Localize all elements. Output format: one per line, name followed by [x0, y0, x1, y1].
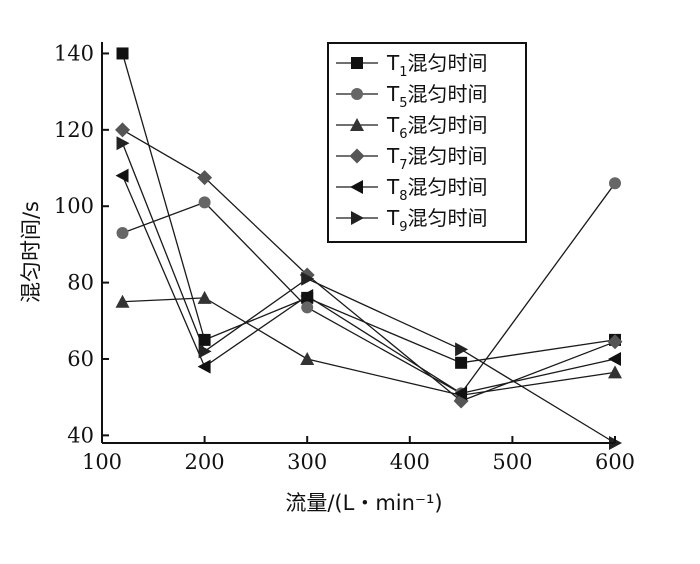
y-axis-title: 混匀时间/s — [19, 201, 43, 303]
data-point-t7 — [115, 122, 131, 138]
x-tick-label: 400 — [390, 450, 430, 474]
tick-labels: 40 60 80 100 120 140 100 200 300 400 500 600 — [54, 41, 635, 474]
legend-label-subscript: 6 — [399, 127, 407, 142]
legend-marker-t6 — [350, 118, 364, 131]
data-point-t7 — [607, 334, 623, 350]
data-point-t8 — [608, 351, 621, 366]
legend-label-t1: T1混匀时间 — [386, 51, 488, 80]
legend-label-suffix: 混匀时间 — [408, 206, 488, 230]
data-point-t6 — [115, 294, 130, 308]
data-point-t1 — [116, 47, 129, 60]
legend-marker-t5 — [351, 88, 363, 100]
legend-marker-t7 — [349, 148, 365, 164]
legend-label-subscript: 8 — [399, 189, 407, 204]
y-tick-label: 140 — [54, 41, 94, 65]
legend-label-suffix: 混匀时间 — [408, 82, 488, 106]
x-tick-label: 600 — [595, 450, 635, 474]
y-tick-label: 100 — [54, 194, 94, 218]
data-point-t5 — [116, 226, 129, 239]
data-point-t8 — [454, 386, 468, 401]
data-point-t5 — [301, 301, 314, 314]
legend-label-suffix: 混匀时间 — [408, 113, 488, 137]
legend-label-base: T — [386, 113, 400, 137]
legend-label-suffix: 混匀时间 — [408, 144, 488, 168]
data-point-t7 — [197, 170, 213, 186]
legend-label-base: T — [386, 82, 400, 106]
data-point-t1 — [198, 333, 211, 346]
legend-label-t9: T9混匀时间 — [386, 206, 488, 235]
data-point-t8 — [197, 359, 211, 374]
x-tick-label: 500 — [492, 450, 532, 474]
legend-label-base: T — [386, 175, 400, 199]
legend-label-base: T — [386, 206, 400, 230]
data-point-t9 — [198, 344, 212, 359]
legend-label-suffix: 混匀时间 — [408, 51, 488, 75]
axes — [101, 42, 616, 444]
data-point-t8 — [115, 168, 129, 183]
legend-label-subscript: 7 — [399, 158, 407, 173]
x-axis-title: 流量/(L・min⁻¹) — [285, 491, 442, 515]
legend-label-subscript: 5 — [399, 96, 407, 111]
data-point-t9 — [455, 342, 469, 357]
data-point-t5 — [609, 177, 621, 190]
series-markers — [115, 47, 623, 450]
data-point-t8 — [300, 288, 314, 303]
x-tick-label: 300 — [287, 450, 327, 474]
y-tick-label: 60 — [67, 347, 94, 371]
data-point-t6 — [197, 290, 212, 304]
legend-label-t7: T7混匀时间 — [386, 144, 488, 173]
y-tick-label: 120 — [54, 118, 94, 142]
legend-marker-t8 — [350, 180, 363, 194]
data-point-t9 — [116, 136, 130, 151]
data-point-t6 — [608, 365, 622, 379]
legend-label-subscript: 1 — [399, 65, 407, 80]
legend-box — [327, 42, 527, 243]
data-point-t9 — [301, 271, 315, 286]
legend-label-t5: T5混匀时间 — [386, 82, 488, 111]
x-tick-label: 200 — [185, 450, 225, 474]
legend-label-t6: T6混匀时间 — [386, 113, 488, 142]
legend-label-subscript: 9 — [399, 220, 407, 235]
legend-label-t8: T8混匀时间 — [386, 175, 488, 204]
y-tick-label: 80 — [67, 271, 94, 295]
legend-marker-t1 — [351, 57, 363, 69]
data-point-t6 — [300, 351, 315, 365]
legend-label-base: T — [386, 51, 400, 75]
legend-label-base: T — [386, 144, 400, 168]
data-point-t5 — [198, 196, 211, 209]
data-point-t1 — [455, 356, 468, 369]
x-tick-label: 100 — [82, 450, 122, 474]
legend-marker-t9 — [351, 211, 364, 225]
y-tick-label: 40 — [67, 423, 94, 447]
legend-label-suffix: 混匀时间 — [408, 175, 488, 199]
